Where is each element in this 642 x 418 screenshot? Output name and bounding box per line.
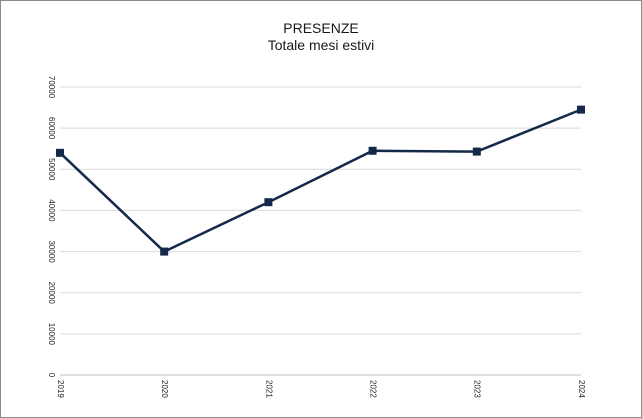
x-tick-label: 2020 [160,380,169,398]
x-tick-label: 2022 [368,380,377,398]
data-point [577,105,585,114]
gridlines [60,86,581,376]
y-tick-label: 10000 [47,323,56,346]
y-tick-label: 40000 [47,199,56,222]
y-tick-label: 30000 [47,240,56,263]
chart-title: PRESENZE [283,20,359,36]
x-tick-label: 2021 [264,380,273,398]
chart-subtitle: Totale mesi estivi [267,37,375,53]
data-point [368,146,377,155]
y-tick-label: 60000 [47,117,56,140]
y-tick-label: 50000 [47,158,56,181]
data-point [56,148,64,157]
data-point [264,198,273,207]
series-line [59,108,582,253]
x-tick-label: 2024 [577,380,586,398]
data-point [472,147,481,156]
y-axis-ticks: 0 10000 20000 30000 40000 50000 60000 70000 [47,76,56,378]
y-tick-label: 0 [47,373,56,378]
x-axis-ticks: 2019 2020 2021 2022 2023 2024 [56,380,586,398]
data-point [160,247,169,256]
y-tick-label: 20000 [47,282,56,305]
x-tick-label: 2023 [473,380,482,398]
chart-title-block: PRESENZE Totale mesi estivi [0,20,642,54]
y-tick-label: 70000 [47,76,56,99]
series-layer [56,105,585,256]
x-tick-label: 2019 [56,380,65,398]
